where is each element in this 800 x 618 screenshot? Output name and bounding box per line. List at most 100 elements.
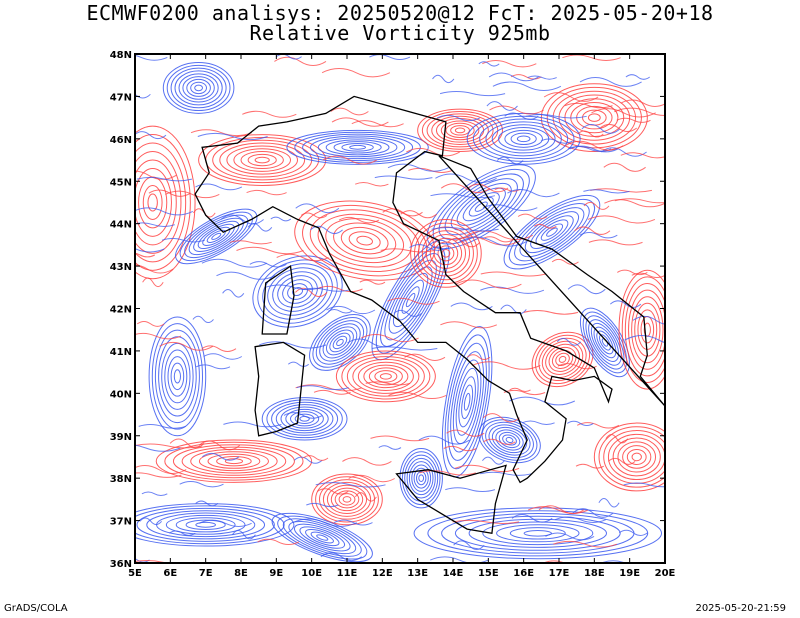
- contour-line: [618, 529, 648, 536]
- contour-line: [220, 214, 264, 225]
- contour-line: [342, 496, 352, 503]
- contour-line: [170, 67, 227, 109]
- negative-vorticity-cell: [413, 507, 662, 560]
- contour-line: [246, 189, 287, 196]
- contour-line: [142, 277, 164, 288]
- contour-line: [548, 346, 577, 372]
- contour-line: [519, 207, 585, 258]
- lon-label: 10E: [301, 568, 322, 579]
- contour-line: [450, 125, 470, 136]
- contour-line: [287, 361, 310, 367]
- contour-line: [523, 310, 579, 315]
- lon-label: 7E: [199, 568, 213, 579]
- positive-vorticity-cell: [335, 350, 436, 403]
- lon-label: 5E: [128, 568, 142, 579]
- contour-line: [271, 401, 339, 436]
- contour-line: [359, 279, 386, 285]
- contour-line: [179, 211, 253, 262]
- contour-line: [197, 223, 235, 249]
- contour-line: [463, 392, 471, 411]
- contour-line: [491, 426, 528, 454]
- contour-line: [333, 222, 397, 259]
- contour-line: [179, 481, 224, 488]
- contour-line: [631, 452, 642, 462]
- contour-line: [270, 216, 292, 222]
- contour-line: [147, 193, 158, 212]
- negative-vorticity-cell: [503, 194, 601, 270]
- contour-line: [201, 345, 237, 352]
- contour-line: [371, 346, 438, 351]
- contour-line: [302, 133, 414, 162]
- contour-line: [631, 296, 664, 364]
- contour-line: [342, 457, 392, 466]
- contour-line: [306, 502, 339, 508]
- contour-line: [282, 279, 313, 304]
- contour-line: [290, 411, 320, 427]
- contour-line: [374, 370, 398, 383]
- contour-line: [384, 259, 437, 341]
- contour-line: [282, 518, 362, 557]
- contour-line: [453, 540, 485, 551]
- contour-line: [135, 558, 150, 563]
- contour-line: [427, 510, 649, 557]
- chart-subtitle: Relative Vorticity 925mb: [249, 21, 551, 45]
- contour-line: [167, 356, 188, 397]
- negative-vorticity-cell: [175, 208, 258, 265]
- contour-line: [164, 441, 304, 481]
- contour-line: [596, 330, 614, 355]
- contour-line: [257, 259, 338, 324]
- contour-line: [624, 283, 665, 377]
- contour-line: [222, 289, 245, 298]
- contour-line: [628, 289, 665, 370]
- contour-line: [309, 314, 371, 371]
- contour-line: [380, 248, 435, 253]
- contour-line: [607, 457, 636, 465]
- contour-line: [182, 76, 215, 100]
- contour-line: [135, 170, 177, 180]
- contour-line: [406, 457, 436, 499]
- contour-line: [135, 151, 182, 254]
- contour-line: [165, 514, 246, 535]
- contour-line: [174, 70, 223, 106]
- contour-line: [432, 74, 455, 84]
- contour-line: [198, 519, 252, 527]
- contour-line: [591, 108, 656, 118]
- contour-line: [166, 64, 231, 112]
- contour-line: [572, 508, 614, 518]
- contour-line: [370, 435, 430, 442]
- contour-line: [229, 240, 272, 245]
- contour-line: [454, 127, 466, 134]
- contour-line: [504, 129, 543, 148]
- contour-line: [588, 239, 643, 246]
- contour-line: [479, 118, 569, 160]
- contour-line: [445, 487, 496, 492]
- positive-vorticity-cell: [593, 422, 665, 492]
- contour-line: [436, 114, 480, 122]
- contour-line: [135, 54, 168, 61]
- contour-line: [558, 94, 631, 141]
- lon-label: 8E: [234, 568, 248, 579]
- contour-line: [482, 60, 537, 68]
- contour-line: [507, 189, 560, 198]
- contour-line: [151, 323, 203, 430]
- contour-line: [575, 463, 605, 469]
- contour-line: [482, 521, 594, 546]
- contour-line: [288, 520, 357, 555]
- contour-line: [392, 272, 429, 328]
- contour-line: [325, 139, 390, 156]
- contour-line: [418, 474, 425, 482]
- contour-line: [452, 519, 520, 524]
- contour-line: [332, 335, 348, 350]
- contour-line: [605, 434, 629, 444]
- contour-line: [155, 439, 313, 483]
- contour-line: [485, 121, 562, 157]
- lat-label: 37N: [110, 517, 132, 528]
- contour-line: [562, 54, 621, 61]
- contour-line: [135, 465, 187, 474]
- contour-line: [616, 117, 651, 123]
- contour-line: [195, 364, 231, 370]
- contour-line: [346, 356, 425, 397]
- contour-line: [522, 420, 555, 426]
- contour-line: [330, 487, 364, 512]
- contour-line: [203, 353, 243, 360]
